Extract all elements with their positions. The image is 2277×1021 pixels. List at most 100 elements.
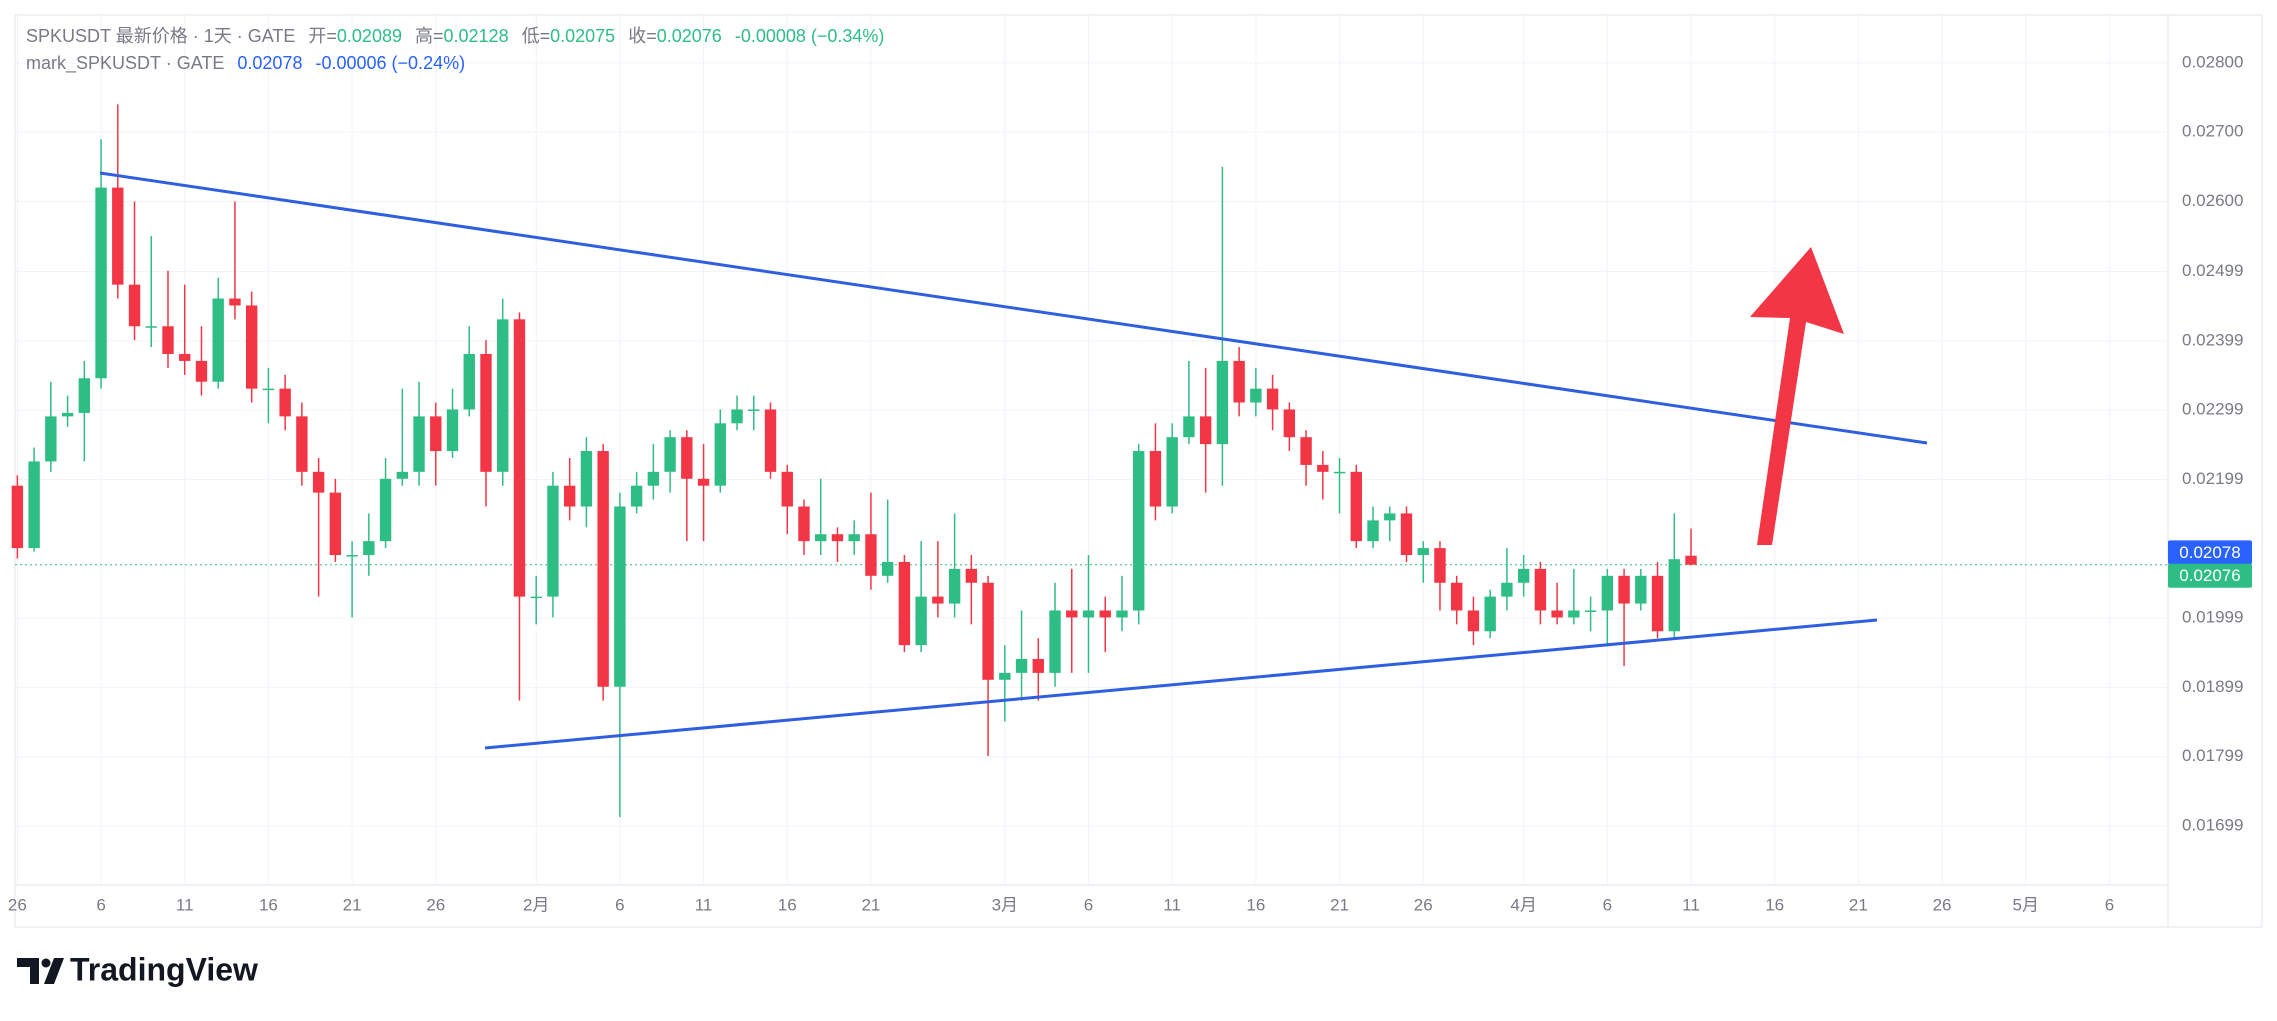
high-label: 高=: [415, 26, 444, 46]
candle-body: [781, 471, 793, 507]
candle-body: [480, 353, 492, 472]
candle-body: [1216, 360, 1229, 445]
candle-body: [1534, 568, 1547, 611]
x-tick-label: 4月: [1510, 895, 1536, 914]
candle-body: [1032, 659, 1044, 673]
candle-body: [580, 451, 593, 507]
candle-body: [1668, 559, 1680, 632]
candle-body: [1451, 582, 1463, 611]
x-tick-label: 2月: [523, 895, 549, 914]
candle-body: [1417, 548, 1429, 556]
candle-body: [11, 485, 24, 549]
candle-body: [1501, 582, 1513, 597]
candle-body: [848, 534, 860, 542]
labels: 0.02800 0.02700 0.02600 0.02499 0.02399 0.022…: [8, 52, 2252, 914]
candle-body: [78, 378, 91, 413]
candle-body: [28, 461, 40, 549]
candle-body: [1601, 575, 1614, 611]
y-tick-label: 0.01699: [2182, 816, 2243, 835]
upper-trendline: [99, 171, 1928, 445]
x-tick-label: 6: [96, 895, 105, 914]
candle-body: [898, 561, 911, 646]
mark-symbol: mark_SPKUSDT · GATE: [26, 53, 224, 74]
candle-body: [965, 568, 978, 583]
logo-slash: [44, 958, 64, 984]
candle-body: [1099, 610, 1111, 618]
candle-body: [1015, 659, 1028, 673]
y-tick-label: 0.02600: [2182, 191, 2243, 210]
candle-body: [999, 672, 1011, 680]
candle-body: [647, 471, 660, 486]
x-tick-label: 16: [259, 895, 278, 914]
candle-body: [547, 485, 559, 597]
candle-body: [430, 416, 442, 452]
y-tick-label: 0.02199: [2182, 469, 2243, 488]
x-tick-label: 6: [2105, 895, 2114, 914]
candle-body: [764, 409, 777, 472]
candle-body: [1133, 451, 1145, 611]
x-tick-label: 16: [1765, 895, 1784, 914]
x-tick-label: 6: [615, 895, 624, 914]
logo-mark: [17, 958, 39, 984]
candle-body: [463, 353, 475, 410]
x-tick-label: 26: [426, 895, 445, 914]
candle-body: [1266, 388, 1279, 410]
candle-body: [1685, 555, 1697, 565]
candle-body: [128, 284, 141, 327]
drawings: [99, 171, 1928, 750]
candle-body: [95, 187, 107, 379]
candle-body: [1551, 610, 1563, 618]
open-label: 开=: [308, 26, 337, 46]
brand: TradingView: [70, 951, 258, 987]
tradingview-logo: TradingView: [17, 951, 258, 987]
candle-body: [1651, 575, 1664, 632]
candle-body: [1082, 610, 1095, 618]
candle-body: [798, 506, 810, 542]
change: -0.00008 (−0.34%): [735, 26, 885, 46]
logo-dot: [41, 958, 51, 968]
candle-body: [145, 326, 157, 328]
candle-body: [413, 416, 425, 472]
candle-body: [312, 471, 325, 493]
high-value: 0.02128: [444, 26, 509, 46]
candle-body: [748, 409, 760, 411]
candle-body: [865, 534, 877, 576]
x-tick-label: 3月: [992, 895, 1018, 914]
candle-body: [1584, 610, 1597, 612]
candle-body: [212, 298, 224, 382]
candle-body: [1183, 416, 1195, 438]
y-tick-label: 0.02800: [2182, 52, 2243, 71]
up-arrow: [1750, 247, 1844, 545]
candle-body: [346, 555, 358, 557]
x-tick-label: 21: [1330, 895, 1349, 914]
candle-body: [379, 478, 392, 542]
candle-body: [1199, 416, 1212, 445]
candle-body: [982, 582, 994, 680]
candle-body: [1467, 610, 1480, 632]
close-label: 收=: [628, 26, 657, 46]
candle-body: [731, 409, 743, 424]
price-label-box: [2168, 540, 2252, 565]
price-label: 0.02076: [2179, 566, 2240, 585]
candle-body: [513, 319, 526, 597]
candle-body: [1635, 575, 1647, 604]
candle-body: [881, 561, 894, 576]
y-tick-label: 0.02299: [2182, 400, 2243, 419]
candle-body: [1618, 575, 1630, 604]
candle-body: [112, 187, 124, 285]
candle-body: [1384, 513, 1396, 521]
price-label-box: [2168, 563, 2252, 588]
candle-body: [1300, 437, 1312, 465]
x-tick-label: 16: [1246, 895, 1265, 914]
mark-change: -0.00006 (−0.24%): [315, 53, 465, 73]
candle-body: [597, 451, 609, 687]
candle-body: [1250, 388, 1262, 403]
low-label: 低=: [522, 26, 551, 46]
candle-body: [262, 388, 275, 391]
x-tick-label: 21: [1849, 895, 1868, 914]
candle-body: [664, 437, 676, 472]
x-tick-label: 5月: [2013, 895, 2039, 914]
candle-body: [630, 485, 643, 507]
x-tick-label: 11: [1163, 895, 1181, 914]
